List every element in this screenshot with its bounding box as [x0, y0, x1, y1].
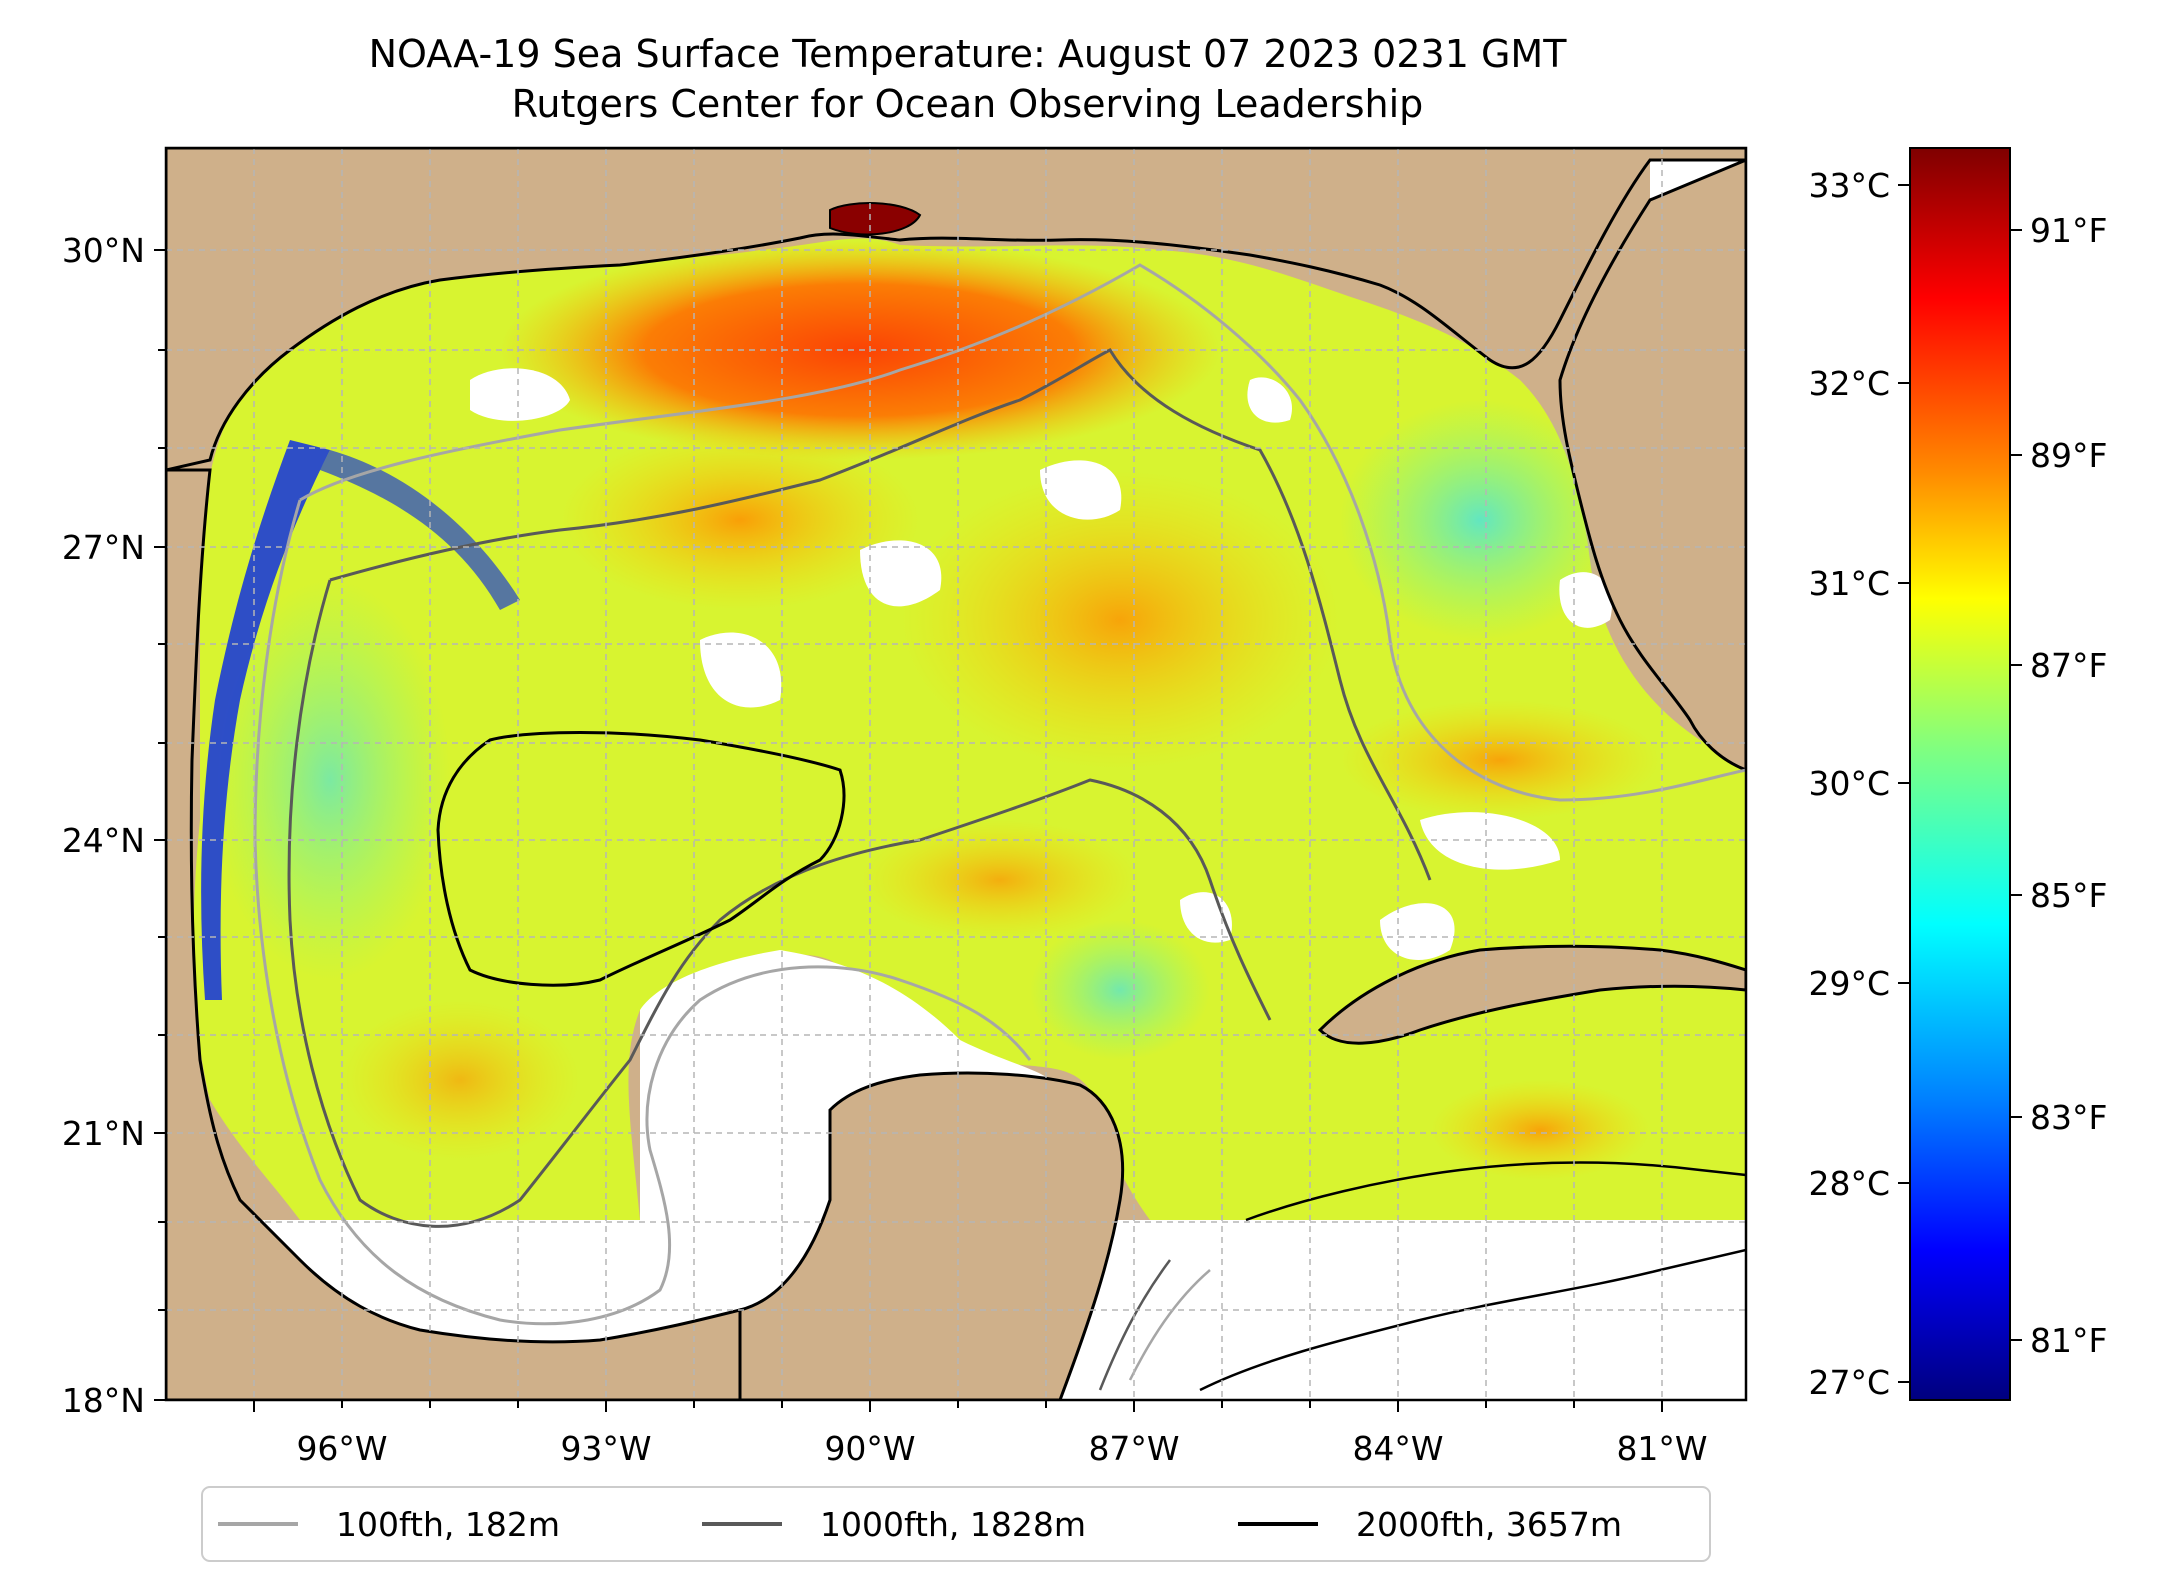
- lon-label: 87°W: [1088, 1429, 1179, 1468]
- legend-label: 100fth, 182m: [336, 1505, 560, 1544]
- legend-label: 2000fth, 3657m: [1356, 1505, 1622, 1544]
- colorbar-celsius-label: 33°C: [1808, 166, 1890, 205]
- coastline: [166, 148, 1746, 1400]
- lat-label: 30°N: [62, 231, 145, 270]
- lon-label: 90°W: [824, 1429, 915, 1468]
- lon-label: 93°W: [560, 1429, 651, 1468]
- map-title: NOAA-19 Sea Surface Temperature: August …: [368, 32, 1567, 76]
- colorbar-celsius-label: 28°C: [1808, 1164, 1890, 1203]
- colorbar-fahrenheit-label: 81°F: [2030, 1321, 2107, 1360]
- bathymetry-contours: [253, 263, 1746, 1392]
- lon-label: 81°W: [1616, 1429, 1707, 1468]
- map-subtitle: Rutgers Center for Ocean Observing Leade…: [511, 82, 1424, 126]
- lat-label: 21°N: [62, 1114, 145, 1153]
- contour-legend: 100fth, 182m 1000fth, 1828m 2000fth, 365…: [201, 1486, 1711, 1562]
- colorbar-fahrenheit-label: 89°F: [2030, 436, 2107, 475]
- colorbar-celsius-label: 30°C: [1808, 764, 1890, 803]
- cool-shelf-region: [1340, 400, 1620, 640]
- warm-loop-current: [900, 470, 1340, 770]
- colorbar-celsius-label: 32°C: [1808, 364, 1890, 403]
- legend-label: 1000fth, 1828m: [820, 1505, 1086, 1544]
- colorbar-celsius-label: 27°C: [1808, 1363, 1890, 1402]
- colorbar-fahrenheit-label: 87°F: [2030, 646, 2107, 685]
- colorbar: [1909, 147, 2011, 1401]
- colorbar-celsius-label: 31°C: [1808, 564, 1890, 603]
- lon-label: 84°W: [1352, 1429, 1443, 1468]
- colorbar-fahrenheit-label: 83°F: [2030, 1098, 2107, 1137]
- lon-label: 96°W: [296, 1429, 387, 1468]
- lat-label: 24°N: [62, 821, 145, 860]
- lat-label: 18°N: [62, 1381, 145, 1420]
- colorbar-fahrenheit-label: 91°F: [2030, 211, 2107, 250]
- coastal-cold-band: [201, 440, 330, 1000]
- lat-label: 27°N: [62, 528, 145, 567]
- map-frame: [164, 146, 1748, 1402]
- colorbar-fahrenheit-label: 85°F: [2030, 876, 2107, 915]
- colorbar-celsius-label: 29°C: [1808, 964, 1890, 1003]
